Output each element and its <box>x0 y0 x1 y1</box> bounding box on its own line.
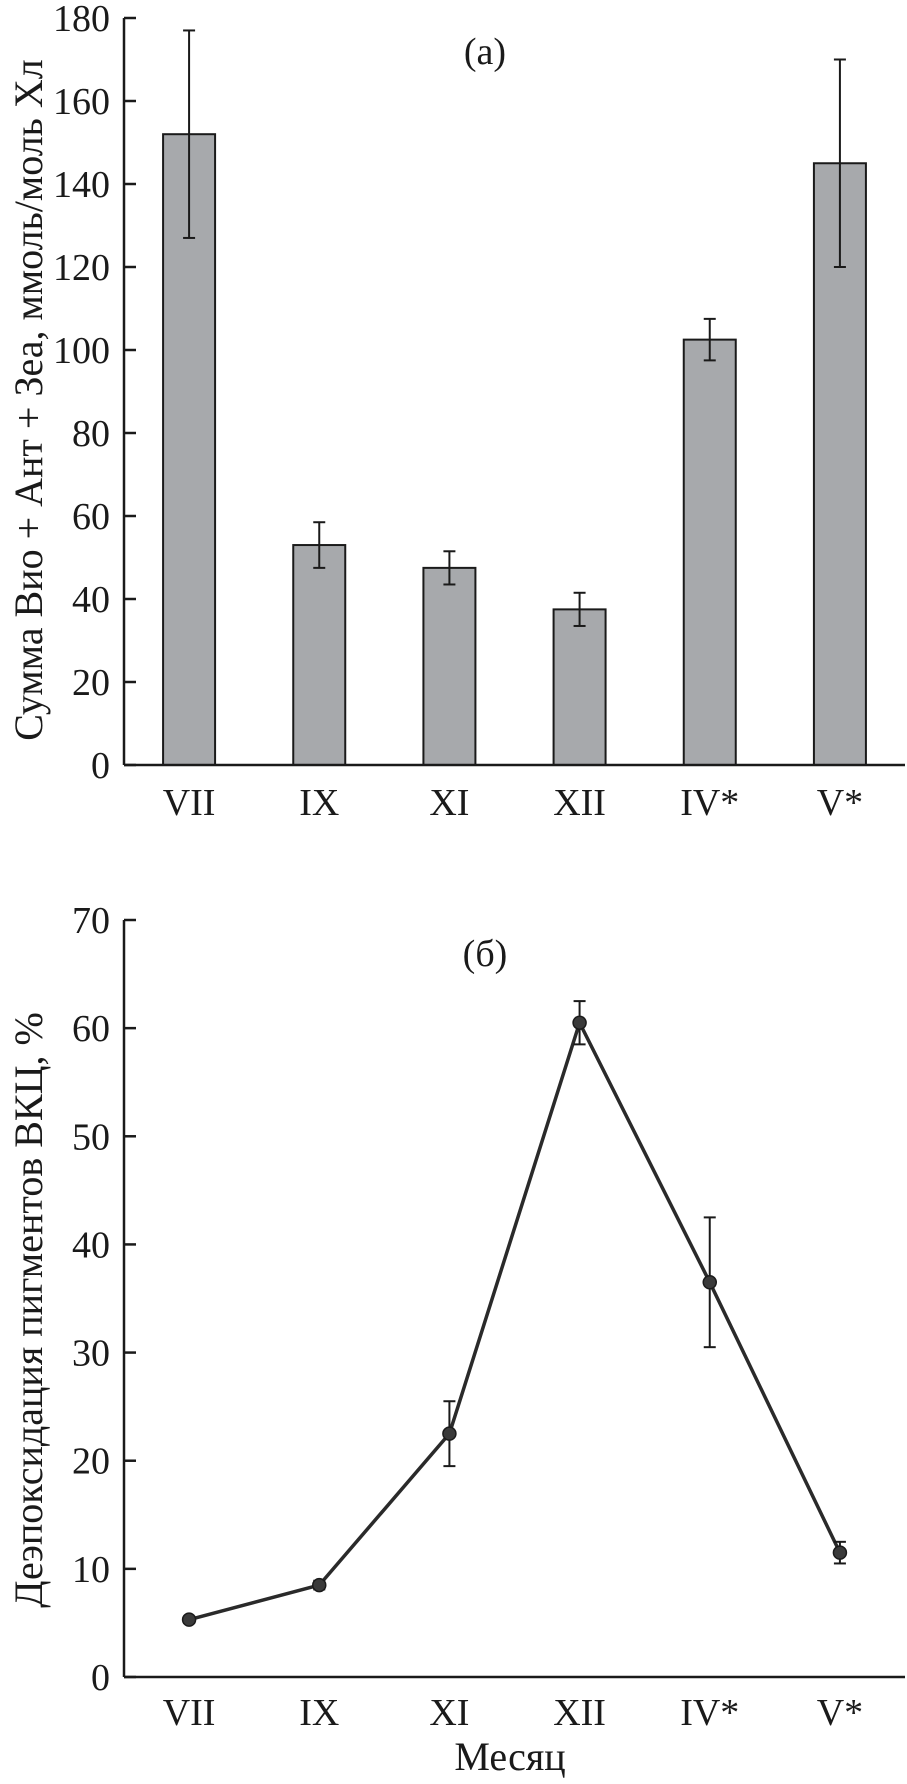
data-point <box>702 1275 717 1290</box>
line-chart-x-axis-title: Месяц <box>454 1734 565 1779</box>
bar <box>682 338 737 766</box>
line-chart-x-tick-label: V* <box>817 1692 863 1734</box>
line-chart-x-tick-label: IX <box>299 1692 339 1734</box>
bar-chart-y-tick-label: 120 <box>53 247 110 289</box>
bar-chart-x-tick-labels: VII IX XI XII IV* V* <box>163 782 863 824</box>
line-chart-panel-label: (б) <box>463 933 508 975</box>
bar-chart-panel-label: (а) <box>464 31 506 73</box>
bar-chart-y-tick-label: 20 <box>72 662 110 704</box>
bar <box>292 544 347 766</box>
bar-chart-bars <box>162 29 867 766</box>
data-point <box>442 1426 457 1441</box>
bar-chart-y-tick-label: 160 <box>53 81 110 123</box>
line-chart-y-tick-label: 70 <box>72 900 110 942</box>
line-chart-x-tick-label: IV* <box>680 1692 739 1734</box>
bar-chart-y-tick-label: 180 <box>53 0 110 40</box>
bar-chart-y-tick-label: 40 <box>72 579 110 621</box>
line-chart-y-tick-label: 20 <box>72 1441 110 1483</box>
line-chart-series <box>181 1000 848 1627</box>
line-chart-panel: Деэпоксидация пигментов ВКЦ, % (б) 0 10 20… <box>6 900 905 1779</box>
line-chart-x-tick-labels: VII IX XI XII IV* V* <box>163 1692 863 1734</box>
bar-chart-panel: Сумма Вио + Ант + Зеа, ммоль/моль Хл (а)… <box>6 0 905 824</box>
bar-chart-x-tick-label: V* <box>817 782 863 824</box>
data-point <box>832 1545 848 1560</box>
bar <box>552 608 607 766</box>
bar-chart-y-tick-label: 100 <box>53 330 110 372</box>
bar-chart-y-tick-label: 0 <box>91 745 110 787</box>
bar-chart-x-tick-label: IV* <box>680 782 739 824</box>
bar-chart-x-tick-label: XI <box>429 782 469 824</box>
line-chart-y-tick-label: 40 <box>72 1224 110 1266</box>
line-chart-y-tick-label: 0 <box>91 1657 110 1699</box>
bar-chart-x-tick-label: VII <box>163 782 216 824</box>
bar <box>162 133 217 766</box>
bar-chart-y-axis-title: Сумма Вио + Ант + Зеа, ммоль/моль Хл <box>6 59 51 741</box>
bar-chart-y-tick-label: 60 <box>72 496 110 538</box>
bar <box>422 566 477 766</box>
series-line <box>188 1018 842 1622</box>
bar-chart-y-tick-label: 80 <box>72 413 110 455</box>
line-chart-y-tick-label: 50 <box>72 1116 110 1158</box>
line-chart-y-axis-title: Деэпоксидация пигментов ВКЦ, % <box>6 1012 51 1608</box>
line-chart-x-tick-label: VII <box>163 1692 216 1734</box>
line-chart-y-tick-label: 60 <box>72 1008 110 1050</box>
line-chart-y-tick-label: 30 <box>72 1333 110 1375</box>
line-chart-x-tick-label: XI <box>429 1692 469 1734</box>
data-point <box>572 1015 587 1030</box>
data-point <box>312 1577 327 1593</box>
line-chart-y-tick-label: 10 <box>72 1549 110 1591</box>
bar-chart-y-tick-label: 140 <box>53 164 110 206</box>
line-chart-y-ticks: 0 10 20 30 40 50 60 70 <box>72 900 136 1699</box>
bar-chart-x-tick-label: IX <box>299 782 339 824</box>
bar-chart-y-ticks: 0 20 40 60 80 100 120 140 160 180 <box>53 0 136 787</box>
bar-chart-x-tick-label: XII <box>553 782 606 824</box>
line-chart-x-tick-label: XII <box>553 1692 606 1734</box>
data-point <box>181 1612 197 1627</box>
